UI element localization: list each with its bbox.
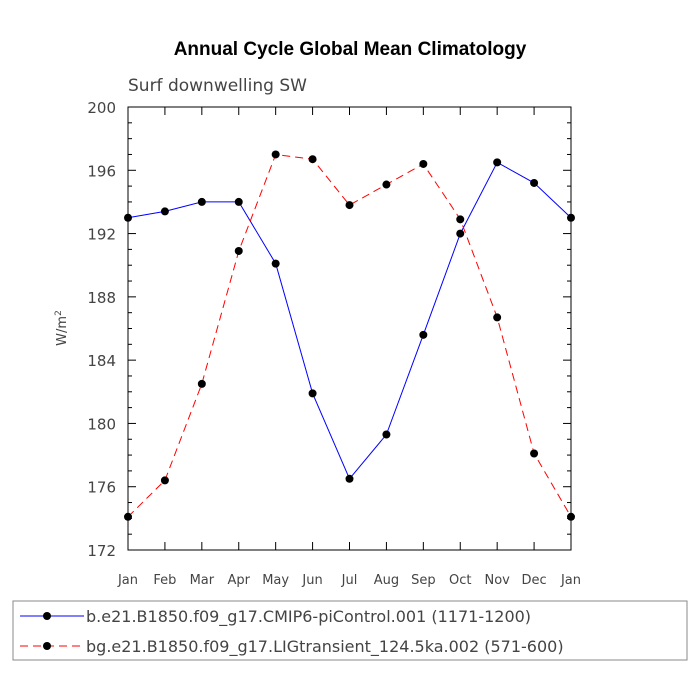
y-tick-label: 176 (87, 479, 116, 497)
series-layer (124, 150, 575, 521)
series-1-point (493, 158, 502, 167)
y-axis-label-unit: W/m (55, 316, 70, 346)
y-tick-label: 172 (87, 542, 116, 560)
series-2-point (345, 201, 354, 210)
x-tick-label: Aug (374, 573, 399, 588)
legend-label-1: b.e21.B1850.f09_g17.CMIP6-piControl.001 … (86, 607, 531, 627)
y-tick-label: 192 (87, 226, 116, 244)
x-tick-label: Jul (341, 573, 358, 588)
series-2-point (234, 246, 243, 255)
series-2-point (567, 512, 575, 521)
series-2-point (271, 150, 280, 159)
legend: b.e21.B1850.f09_g17.CMIP6-piControl.001 … (20, 607, 564, 657)
y-tick-label: 180 (87, 415, 116, 433)
chart-subtitle: Surf downwelling SW (128, 76, 307, 96)
legend-marker-2 (43, 642, 51, 650)
x-tick-label: May (262, 573, 289, 588)
series-1-point (419, 330, 428, 339)
series-1-point (234, 197, 243, 206)
y-axis-label: W/m2 (54, 310, 70, 346)
y-tick-label: 196 (87, 162, 116, 180)
x-tick-label: Apr (228, 573, 251, 588)
x-tick-label: Nov (484, 573, 510, 588)
x-tick-label: Jan (117, 573, 138, 588)
series-1-point (197, 197, 206, 206)
legend-marker-1 (43, 612, 51, 620)
y-tick-label: 184 (87, 352, 116, 370)
series-2-point (197, 379, 206, 388)
series-2-point (382, 180, 391, 189)
series-1-point (160, 207, 169, 216)
y-axis-label-superscript: 2 (54, 310, 64, 316)
y-tick-label: 188 (87, 289, 116, 307)
x-tick-label: Feb (153, 573, 176, 588)
series-2-point (160, 476, 169, 485)
series-line-1 (127, 161, 572, 480)
series-1-point (530, 178, 539, 187)
y-tick-label: 200 (87, 99, 116, 117)
series-2-point (530, 449, 539, 458)
x-axis: Jan Feb Mar Apr May Jun Jul Aug Sep Oct Nov Dec Jan (117, 107, 581, 588)
legend-label-2: bg.e21.B1850.f09_g17.LIGtransient_124.5k… (86, 637, 564, 657)
series-1-point (308, 389, 317, 398)
series-2-point (308, 155, 317, 164)
series-1-point (382, 430, 391, 439)
series-1-point (271, 259, 280, 268)
series-1-point (567, 213, 575, 222)
series-2-point (124, 512, 132, 521)
x-tick-label: Jan (560, 573, 581, 588)
series-1-point (345, 474, 354, 483)
x-tick-label: Sep (411, 573, 436, 588)
chart-title: Annual Cycle Global Mean Climatology (174, 39, 527, 60)
series-2-point (456, 215, 465, 224)
series-2-point (493, 313, 502, 322)
plot-frame (127, 106, 572, 551)
series-1-point (124, 213, 132, 222)
series-2-point (419, 159, 428, 168)
legend-box (12, 600, 688, 661)
series-1-point (456, 229, 465, 238)
x-tick-label: Oct (449, 573, 471, 588)
y-axis: 172 176 180 184 188 192 196 200 (87, 99, 571, 560)
x-tick-label: Mar (190, 573, 215, 588)
x-tick-label: Dec (522, 573, 547, 588)
x-tick-label: Jun (301, 573, 322, 588)
